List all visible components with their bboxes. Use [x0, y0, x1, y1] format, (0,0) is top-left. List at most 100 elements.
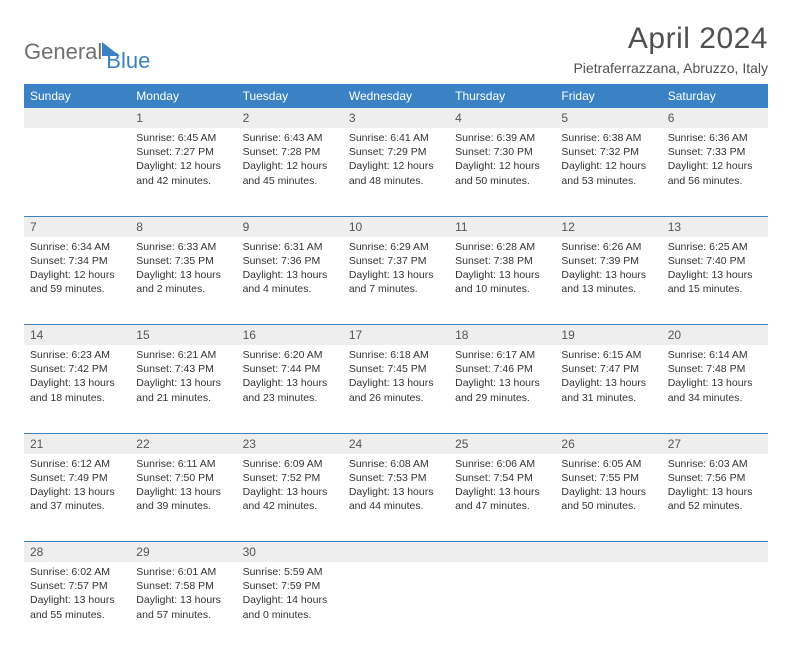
day-info-line: Daylight: 12 hours and 45 minutes. [243, 159, 337, 187]
day-info-line: Sunset: 7:46 PM [455, 362, 549, 376]
weekday-header-row: Sunday Monday Tuesday Wednesday Thursday… [24, 84, 768, 108]
day-cell: Sunrise: 6:15 AMSunset: 7:47 PMDaylight:… [555, 345, 661, 433]
day-info-line: Daylight: 14 hours and 0 minutes. [243, 593, 337, 621]
day-number-cell: 26 [555, 433, 661, 454]
day-number-cell: 27 [662, 433, 768, 454]
day-info-line: Daylight: 13 hours and 39 minutes. [136, 485, 230, 513]
day-cell-content: Sunrise: 6:20 AMSunset: 7:44 PMDaylight:… [237, 345, 343, 411]
day-info-line: Sunset: 7:32 PM [561, 145, 655, 159]
day-cell-content: Sunrise: 6:03 AMSunset: 7:56 PMDaylight:… [662, 454, 768, 520]
day-info-line: Daylight: 13 hours and 18 minutes. [30, 376, 124, 404]
day-cell: Sunrise: 6:20 AMSunset: 7:44 PMDaylight:… [237, 345, 343, 433]
day-cell-content: Sunrise: 6:31 AMSunset: 7:36 PMDaylight:… [237, 237, 343, 303]
logo: General Blue [24, 22, 150, 74]
day-number-cell: 15 [130, 325, 236, 346]
day-cell: Sunrise: 6:25 AMSunset: 7:40 PMDaylight:… [662, 237, 768, 325]
day-number-cell: 5 [555, 108, 661, 128]
day-info-line: Daylight: 13 hours and 7 minutes. [349, 268, 443, 296]
day-number-cell: 22 [130, 433, 236, 454]
day-cell-content: Sunrise: 6:15 AMSunset: 7:47 PMDaylight:… [555, 345, 661, 411]
title-block: April 2024 Pietraferrazzana, Abruzzo, It… [573, 22, 768, 76]
day-number-cell: 24 [343, 433, 449, 454]
day-content-row: Sunrise: 6:23 AMSunset: 7:42 PMDaylight:… [24, 345, 768, 433]
day-info-line: Daylight: 13 hours and 21 minutes. [136, 376, 230, 404]
day-info-line: Daylight: 12 hours and 53 minutes. [561, 159, 655, 187]
day-info-line: Daylight: 13 hours and 29 minutes. [455, 376, 549, 404]
day-info-line: Daylight: 13 hours and 31 minutes. [561, 376, 655, 404]
day-cell: Sunrise: 6:09 AMSunset: 7:52 PMDaylight:… [237, 454, 343, 542]
day-info-line: Daylight: 13 hours and 34 minutes. [668, 376, 762, 404]
day-cell [24, 128, 130, 216]
day-info-line: Daylight: 13 hours and 47 minutes. [455, 485, 549, 513]
day-info-line: Sunset: 7:53 PM [349, 471, 443, 485]
day-number-row: 123456 [24, 108, 768, 128]
day-info-line: Sunrise: 6:31 AM [243, 240, 337, 254]
day-number-cell: 25 [449, 433, 555, 454]
day-info-line: Sunset: 7:59 PM [243, 579, 337, 593]
day-cell-content [555, 562, 661, 571]
day-info-line: Daylight: 13 hours and 4 minutes. [243, 268, 337, 296]
day-info-line: Daylight: 12 hours and 48 minutes. [349, 159, 443, 187]
day-info-line: Sunrise: 6:11 AM [136, 457, 230, 471]
day-info-line: Sunset: 7:45 PM [349, 362, 443, 376]
day-cell-content [343, 562, 449, 571]
location-subtitle: Pietraferrazzana, Abruzzo, Italy [573, 60, 768, 76]
day-info-line: Daylight: 13 hours and 57 minutes. [136, 593, 230, 621]
day-cell: Sunrise: 6:43 AMSunset: 7:28 PMDaylight:… [237, 128, 343, 216]
day-cell-content [449, 562, 555, 571]
day-cell-content: Sunrise: 6:38 AMSunset: 7:32 PMDaylight:… [555, 128, 661, 194]
month-title: April 2024 [573, 22, 768, 56]
weekday-header: Thursday [449, 84, 555, 108]
day-info-line: Sunset: 7:29 PM [349, 145, 443, 159]
day-info-line: Daylight: 12 hours and 50 minutes. [455, 159, 549, 187]
day-cell-content: Sunrise: 6:08 AMSunset: 7:53 PMDaylight:… [343, 454, 449, 520]
day-info-line: Sunset: 7:38 PM [455, 254, 549, 268]
day-number-row: 21222324252627 [24, 433, 768, 454]
weekday-header: Monday [130, 84, 236, 108]
day-info-line: Sunrise: 6:08 AM [349, 457, 443, 471]
day-info-line: Sunset: 7:49 PM [30, 471, 124, 485]
day-cell: Sunrise: 6:12 AMSunset: 7:49 PMDaylight:… [24, 454, 130, 542]
day-cell: Sunrise: 6:23 AMSunset: 7:42 PMDaylight:… [24, 345, 130, 433]
day-info-line: Sunrise: 6:20 AM [243, 348, 337, 362]
day-info-line: Sunrise: 6:45 AM [136, 131, 230, 145]
day-info-line: Sunrise: 6:39 AM [455, 131, 549, 145]
day-number-row: 14151617181920 [24, 325, 768, 346]
day-number-cell: 30 [237, 542, 343, 563]
day-number-cell: 7 [24, 216, 130, 237]
day-info-line: Daylight: 13 hours and 44 minutes. [349, 485, 443, 513]
day-info-line: Sunrise: 6:21 AM [136, 348, 230, 362]
day-cell [555, 562, 661, 650]
day-cell-content: Sunrise: 6:17 AMSunset: 7:46 PMDaylight:… [449, 345, 555, 411]
day-cell [449, 562, 555, 650]
day-cell-content: Sunrise: 6:18 AMSunset: 7:45 PMDaylight:… [343, 345, 449, 411]
day-info-line: Sunrise: 6:25 AM [668, 240, 762, 254]
weekday-header: Sunday [24, 84, 130, 108]
day-cell: Sunrise: 6:03 AMSunset: 7:56 PMDaylight:… [662, 454, 768, 542]
day-info-line: Sunrise: 6:36 AM [668, 131, 762, 145]
weekday-header: Tuesday [237, 84, 343, 108]
day-info-line: Sunset: 7:55 PM [561, 471, 655, 485]
day-info-line: Daylight: 13 hours and 13 minutes. [561, 268, 655, 296]
day-number-cell: 14 [24, 325, 130, 346]
day-cell: Sunrise: 6:06 AMSunset: 7:54 PMDaylight:… [449, 454, 555, 542]
day-cell-content: Sunrise: 6:36 AMSunset: 7:33 PMDaylight:… [662, 128, 768, 194]
logo-word-2: Blue [106, 48, 150, 74]
day-info-line: Sunset: 7:39 PM [561, 254, 655, 268]
day-info-line: Sunrise: 6:15 AM [561, 348, 655, 362]
day-cell: Sunrise: 6:08 AMSunset: 7:53 PMDaylight:… [343, 454, 449, 542]
day-cell-content: Sunrise: 6:39 AMSunset: 7:30 PMDaylight:… [449, 128, 555, 194]
day-cell-content: Sunrise: 6:02 AMSunset: 7:57 PMDaylight:… [24, 562, 130, 628]
calendar-table: Sunday Monday Tuesday Wednesday Thursday… [24, 84, 768, 650]
day-cell: Sunrise: 6:11 AMSunset: 7:50 PMDaylight:… [130, 454, 236, 542]
day-cell: Sunrise: 6:38 AMSunset: 7:32 PMDaylight:… [555, 128, 661, 216]
day-info-line: Daylight: 13 hours and 52 minutes. [668, 485, 762, 513]
day-number-cell: 6 [662, 108, 768, 128]
day-info-line: Sunrise: 6:09 AM [243, 457, 337, 471]
day-content-row: Sunrise: 6:34 AMSunset: 7:34 PMDaylight:… [24, 237, 768, 325]
day-cell: Sunrise: 6:26 AMSunset: 7:39 PMDaylight:… [555, 237, 661, 325]
day-number-cell: 28 [24, 542, 130, 563]
day-cell-content: Sunrise: 6:29 AMSunset: 7:37 PMDaylight:… [343, 237, 449, 303]
logo-word-1: General [24, 39, 102, 65]
day-info-line: Sunset: 7:47 PM [561, 362, 655, 376]
